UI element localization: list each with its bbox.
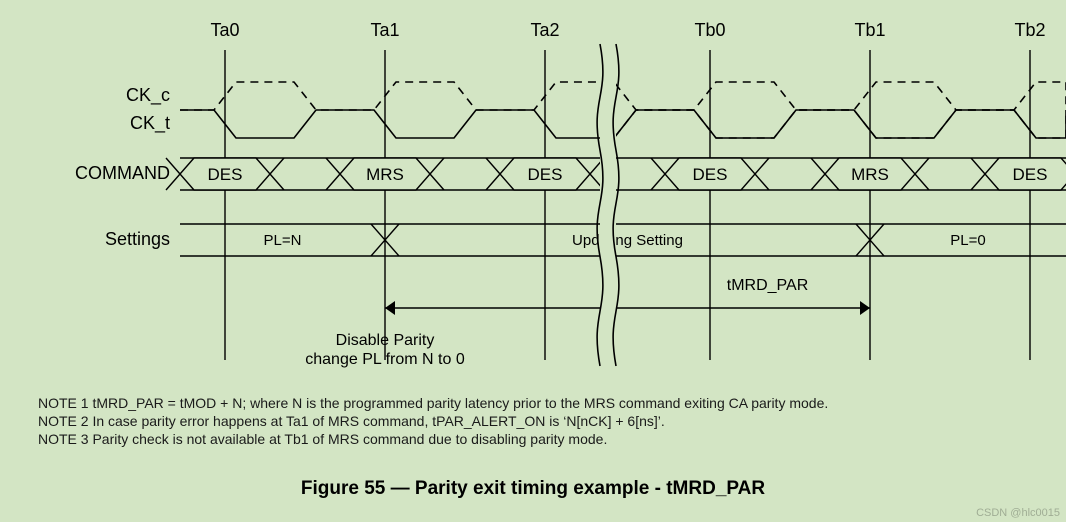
row-label-settings: Settings	[105, 229, 170, 249]
command-label: MRS	[366, 165, 404, 184]
time-label: Tb1	[854, 20, 885, 40]
time-label: Tb0	[694, 20, 725, 40]
command-label: DES	[528, 165, 563, 184]
time-label: Ta0	[210, 20, 239, 40]
settings-label: Updating Setting	[572, 232, 683, 249]
command-label: DES	[208, 165, 243, 184]
command-label: MRS	[851, 165, 889, 184]
note-line: NOTE 2 In case parity error happens at T…	[38, 413, 665, 429]
row-label-ck-t: CK_t	[130, 113, 170, 134]
settings-label: PL=0	[950, 232, 985, 249]
tmrd-par-label: tMRD_PAR	[727, 277, 809, 294]
time-label: Ta2	[530, 20, 559, 40]
command-label: DES	[1013, 165, 1048, 184]
settings-label: PL=N	[264, 232, 302, 249]
note-line: NOTE 3 Parity check is not available at …	[38, 431, 607, 447]
row-label-command: COMMAND	[75, 163, 170, 183]
watermark: CSDN @hlc0015	[976, 507, 1060, 519]
time-break-gap	[600, 44, 616, 366]
time-label: Tb2	[1014, 20, 1045, 40]
note-line: NOTE 1 tMRD_PAR = tMOD + N; where N is t…	[38, 395, 828, 411]
row-label-ck-c: CK_c	[126, 85, 170, 106]
disable-parity-line1: Disable Parity	[336, 332, 435, 349]
command-label: DES	[693, 165, 728, 184]
disable-parity-line2: change PL from N to 0	[305, 351, 465, 368]
time-label: Ta1	[370, 20, 399, 40]
figure-caption: Figure 55 — Parity exit timing example -…	[301, 478, 765, 499]
